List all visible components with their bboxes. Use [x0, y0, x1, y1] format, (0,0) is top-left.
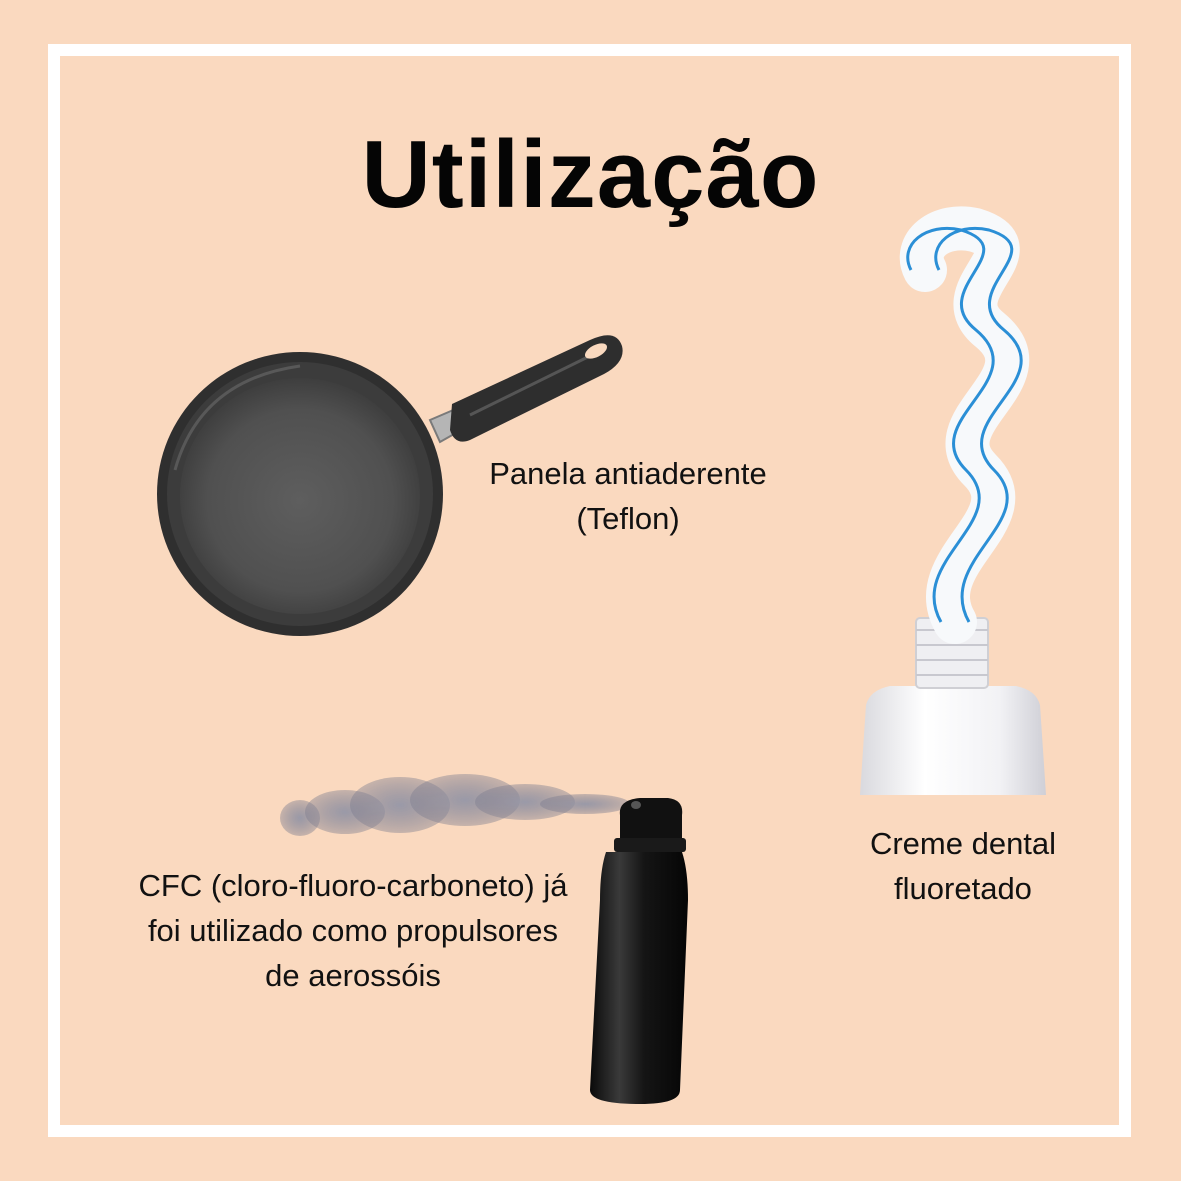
- toothpaste-caption-line: fluoretado: [894, 870, 1032, 906]
- pan-caption-line: Panela antiaderente: [489, 456, 767, 491]
- frying-pan-icon: [157, 335, 623, 636]
- pan-caption: Panela antiaderente (Teflon): [458, 452, 798, 542]
- aerosol-caption-line: foi utilizado como propulsores: [147, 912, 559, 948]
- page-title: Utilização: [361, 121, 820, 228]
- aerosol-spray-can-icon: [280, 774, 688, 1104]
- aerosol-caption-line: de aerossóis: [265, 957, 441, 993]
- aerosol-caption-line: CFC (cloro-fluoro-carboneto) já: [138, 868, 568, 903]
- toothpaste-caption: Creme dental fluoretado: [818, 822, 1108, 912]
- toothpaste-tube-icon: [860, 206, 1046, 795]
- pan-caption-line: (Teflon): [576, 500, 680, 536]
- white-frame-border: [48, 44, 1131, 1137]
- aerosol-caption: CFC (cloro-fluoro-carboneto) já foi util…: [98, 864, 608, 999]
- toothpaste-caption-line: Creme dental: [869, 826, 1057, 861]
